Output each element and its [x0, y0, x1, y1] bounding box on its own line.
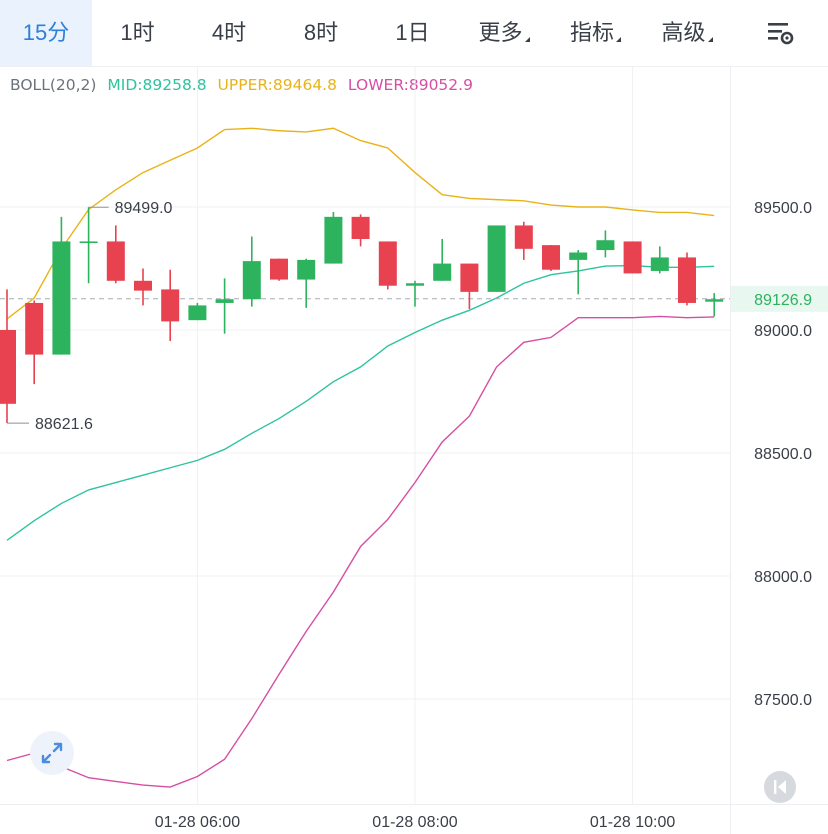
candle-body — [623, 241, 642, 274]
tab-7[interactable]: 高级 — [641, 0, 733, 66]
boll-upper-value: UPPER:89464.8 — [217, 76, 337, 94]
candle-body — [596, 240, 615, 251]
timeframe-toolbar: 15分 1时 4时 8时 1日 更多 指标 高级 — [0, 0, 828, 67]
candle-body — [242, 261, 261, 300]
boll-name: BOLL(20,2) — [10, 76, 97, 94]
x-tick-label: 01-28 10:00 — [590, 814, 676, 831]
candle-body — [460, 263, 479, 292]
chart-settings-icon[interactable] — [758, 16, 802, 50]
candle-body — [678, 257, 696, 303]
current-price-tag — [731, 285, 828, 312]
y-tick-label: 89000.0 — [754, 323, 812, 340]
candle-body — [297, 259, 316, 280]
tab-label: 4时 — [211, 20, 247, 45]
dropdown-indicator-icon — [616, 37, 621, 42]
x-tick-label: 01-28 08:00 — [372, 814, 458, 831]
current-price-label: 89126.9 — [754, 292, 812, 309]
y-tick-label: 87500.0 — [754, 692, 812, 709]
tab-2[interactable]: 4时 — [183, 0, 275, 66]
candle-body — [569, 252, 588, 260]
candle-body — [378, 241, 397, 286]
candle-body — [514, 225, 533, 249]
tab-0[interactable]: 15分 — [0, 0, 92, 66]
tab-label: 更多 — [478, 20, 523, 45]
boll-lower-value: LOWER:89052.9 — [347, 76, 473, 94]
candle-body — [134, 280, 152, 291]
candle-body — [351, 216, 370, 239]
y-tick-label: 89500.0 — [754, 200, 812, 217]
rewind-icon[interactable] — [764, 771, 796, 803]
tab-label: 15分 — [22, 20, 70, 45]
tab-3[interactable]: 8时 — [275, 0, 367, 66]
boll-mid-line — [6, 264, 715, 541]
tab-label: 1时 — [120, 20, 155, 45]
boll-mid-value: MID:89258.8 — [107, 76, 207, 94]
tab-1[interactable]: 1时 — [92, 0, 183, 66]
boll-upper-line — [6, 127, 715, 320]
tab-label: 指标 — [569, 20, 614, 45]
candle-body — [188, 305, 207, 321]
tab-label: 高级 — [661, 20, 706, 45]
low-marker-label: 88621.6 — [35, 416, 93, 433]
tab-label: 8时 — [303, 20, 339, 45]
candle-body — [433, 263, 452, 281]
dropdown-indicator-icon — [707, 37, 713, 42]
boll-lower-line — [6, 315, 715, 788]
candle-body — [650, 257, 669, 271]
candle-body — [79, 241, 98, 244]
y-tick-label: 88000.0 — [754, 569, 812, 586]
candle-body — [487, 225, 506, 292]
tab-label: 1日 — [395, 20, 430, 45]
candle-body — [25, 302, 44, 355]
candle-body — [324, 216, 343, 264]
candle-body — [542, 245, 560, 270]
candlestick-chart[interactable]: 89500.0 89000.0 88500.0 88000.0 87500.0 01-28… — [0, 66, 828, 834]
tab-5[interactable]: 更多 — [458, 0, 550, 66]
candle-body — [52, 241, 71, 355]
x-tick-label: 01-28 06:00 — [155, 814, 241, 831]
candle-body — [215, 299, 234, 303]
tab-4[interactable]: 1日 — [367, 0, 458, 66]
candle-body — [106, 241, 125, 281]
candle-body — [161, 289, 180, 322]
candle-body — [705, 299, 724, 302]
expand-icon[interactable] — [30, 731, 74, 775]
tab-6[interactable]: 指标 — [550, 0, 641, 66]
candle-body — [270, 258, 288, 280]
dropdown-indicator-icon — [524, 37, 530, 42]
boll-legend: BOLL(20,2) MID:89258.8 UPPER:89464.8 LOW… — [10, 76, 479, 94]
high-marker-label: 89499.0 — [115, 200, 173, 217]
candle-body — [406, 283, 424, 286]
candle-body — [0, 330, 16, 404]
y-tick-label: 88500.0 — [754, 446, 812, 463]
